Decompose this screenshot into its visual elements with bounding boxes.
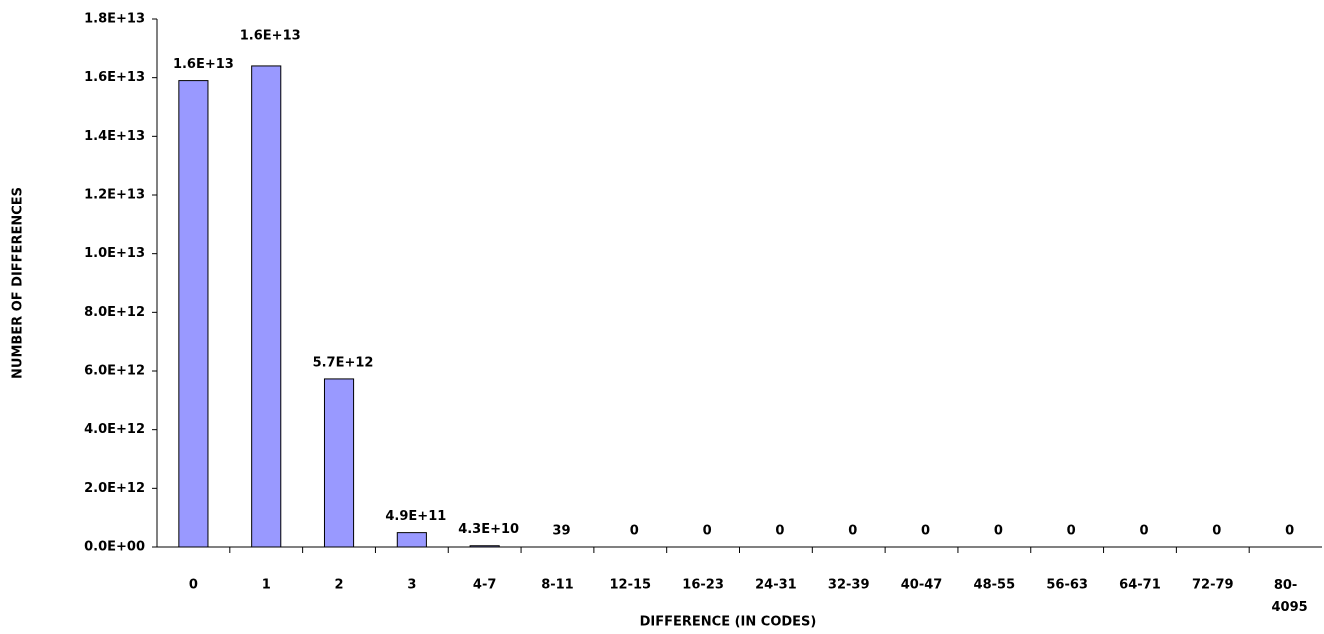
y-tick-label: 1.4E+13 (84, 129, 145, 144)
value-label: 4.9E+11 (385, 509, 446, 524)
value-label: 5.7E+12 (313, 355, 374, 370)
value-label: 0 (1212, 524, 1221, 539)
x-tick-label: 12-15 (609, 578, 651, 593)
value-label: 0 (1067, 524, 1076, 539)
y-tick-label: 1.8E+13 (84, 12, 145, 27)
x-tick-label: 2 (335, 578, 344, 593)
y-tick-label: 2.0E+12 (84, 481, 145, 496)
value-label: 0 (921, 524, 930, 539)
value-label: 4.3E+10 (458, 522, 519, 537)
bar (469, 545, 500, 548)
value-label: 0 (1139, 524, 1148, 539)
y-tick-label: 1.2E+13 (84, 188, 145, 203)
value-label: 0 (848, 524, 857, 539)
x-tick-label: 1 (262, 578, 271, 593)
value-label: 39 (552, 524, 570, 539)
bar (178, 80, 209, 548)
x-tick-label: 0 (189, 578, 198, 593)
value-label: 1.6E+13 (240, 28, 301, 43)
value-label: 0 (1285, 524, 1294, 539)
x-tick-label: 3 (407, 578, 416, 593)
x-tick-label: 80-4095 (1272, 578, 1308, 615)
value-label: 0 (703, 524, 712, 539)
value-label: 0 (994, 524, 1003, 539)
x-tick-label: 40-47 (901, 578, 943, 593)
value-label: 0 (775, 524, 784, 539)
x-tick-label: 24-31 (755, 578, 797, 593)
bar (251, 65, 282, 548)
x-tick-label: 8-11 (541, 578, 574, 593)
bar (323, 378, 355, 548)
y-tick-label: 1.0E+13 (84, 246, 145, 261)
x-tick-label: 48-55 (974, 578, 1016, 593)
x-tick-label: 16-23 (682, 578, 724, 593)
value-label: 0 (630, 524, 639, 539)
x-tick-label: 32-39 (828, 578, 870, 593)
x-tick-label: 56-63 (1046, 578, 1088, 593)
y-tick-label: 4.0E+12 (84, 422, 145, 437)
y-axis-label: NUMBER OF DIFFERENCES (11, 187, 26, 379)
y-tick-label: 1.6E+13 (84, 70, 145, 85)
x-tick-label: 4-7 (473, 578, 497, 593)
bar (396, 532, 427, 548)
y-tick-label: 6.0E+12 (84, 364, 145, 379)
y-tick-label: 0.0E+00 (84, 540, 145, 555)
x-tick-label: 72-79 (1192, 578, 1234, 593)
x-axis-label: DIFFERENCE (IN CODES) (640, 615, 817, 630)
value-label: 1.6E+13 (173, 57, 234, 72)
x-tick-label: 64-71 (1119, 578, 1161, 593)
y-tick-label: 8.0E+12 (84, 305, 145, 320)
